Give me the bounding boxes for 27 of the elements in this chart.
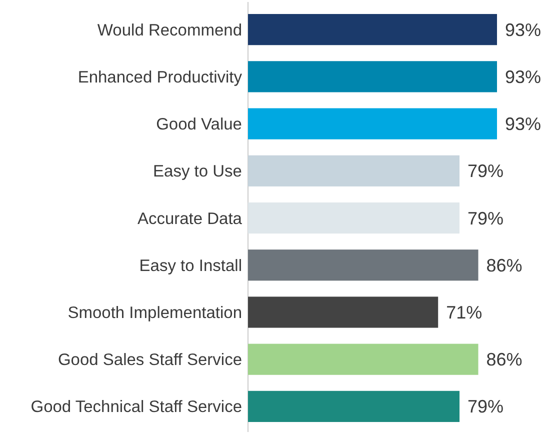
data-label: 79% — [468, 208, 504, 228]
bar — [248, 108, 497, 140]
y-tick-label: Would Recommend — [97, 21, 242, 40]
y-tick-label: Easy to Use — [153, 162, 242, 181]
y-tick-label: Good Sales Staff Service — [58, 351, 242, 370]
data-label: 93% — [505, 66, 542, 87]
data-label: 86% — [486, 350, 522, 370]
bar — [248, 390, 460, 422]
y-tick-label: Good Technical Staff Service — [30, 398, 242, 416]
bar — [248, 14, 497, 46]
bar — [248, 202, 460, 234]
y-tick-label: Smooth Implementation — [68, 304, 242, 322]
y-tick-label: Easy to Install — [139, 256, 242, 275]
bar — [248, 155, 460, 186]
data-label: 86% — [486, 255, 522, 276]
data-label: 71% — [446, 302, 482, 323]
data-label: 79% — [468, 396, 504, 417]
data-label: 79% — [468, 161, 504, 182]
bar — [248, 344, 478, 375]
y-tick-label: Accurate Data — [137, 210, 243, 228]
bar — [248, 296, 438, 328]
bar — [248, 61, 497, 92]
bar — [248, 250, 478, 281]
data-label: 93% — [505, 20, 542, 40]
data-label: 93% — [505, 114, 542, 134]
y-tick-label: Good Value — [156, 116, 242, 134]
y-tick-label: Enhanced Productivity — [78, 68, 243, 86]
